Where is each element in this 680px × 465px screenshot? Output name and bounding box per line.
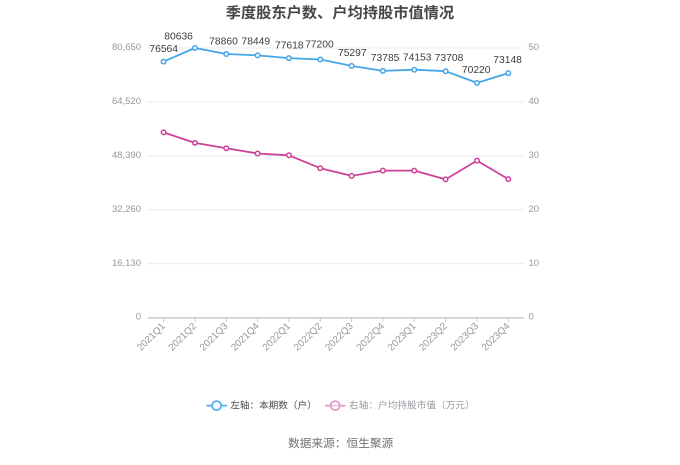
svg-text:20: 20 bbox=[529, 204, 540, 215]
svg-text:16,130: 16,130 bbox=[112, 258, 141, 269]
svg-text:48,390: 48,390 bbox=[112, 150, 141, 161]
svg-text:73148: 73148 bbox=[493, 55, 522, 66]
svg-text:0: 0 bbox=[529, 312, 534, 323]
svg-text:73785: 73785 bbox=[371, 53, 400, 64]
svg-text:80636: 80636 bbox=[164, 32, 193, 43]
svg-text:30: 30 bbox=[529, 150, 540, 161]
svg-text:64,520: 64,520 bbox=[112, 96, 141, 107]
svg-text:77618: 77618 bbox=[275, 41, 304, 52]
svg-text:77200: 77200 bbox=[305, 40, 334, 51]
svg-text:74153: 74153 bbox=[403, 52, 432, 63]
svg-text:78860: 78860 bbox=[209, 37, 238, 48]
svg-text:75297: 75297 bbox=[338, 48, 367, 59]
svg-text:73708: 73708 bbox=[435, 53, 464, 64]
svg-text:0: 0 bbox=[136, 312, 141, 323]
svg-text:76564: 76564 bbox=[149, 44, 178, 55]
svg-text:78449: 78449 bbox=[241, 37, 270, 48]
svg-text:40: 40 bbox=[529, 96, 540, 107]
svg-text:70220: 70220 bbox=[462, 65, 491, 76]
svg-text:10: 10 bbox=[529, 258, 540, 269]
svg-text:80,650: 80,650 bbox=[112, 42, 141, 53]
svg-text:50: 50 bbox=[529, 42, 540, 53]
svg-text:32,260: 32,260 bbox=[112, 204, 141, 215]
